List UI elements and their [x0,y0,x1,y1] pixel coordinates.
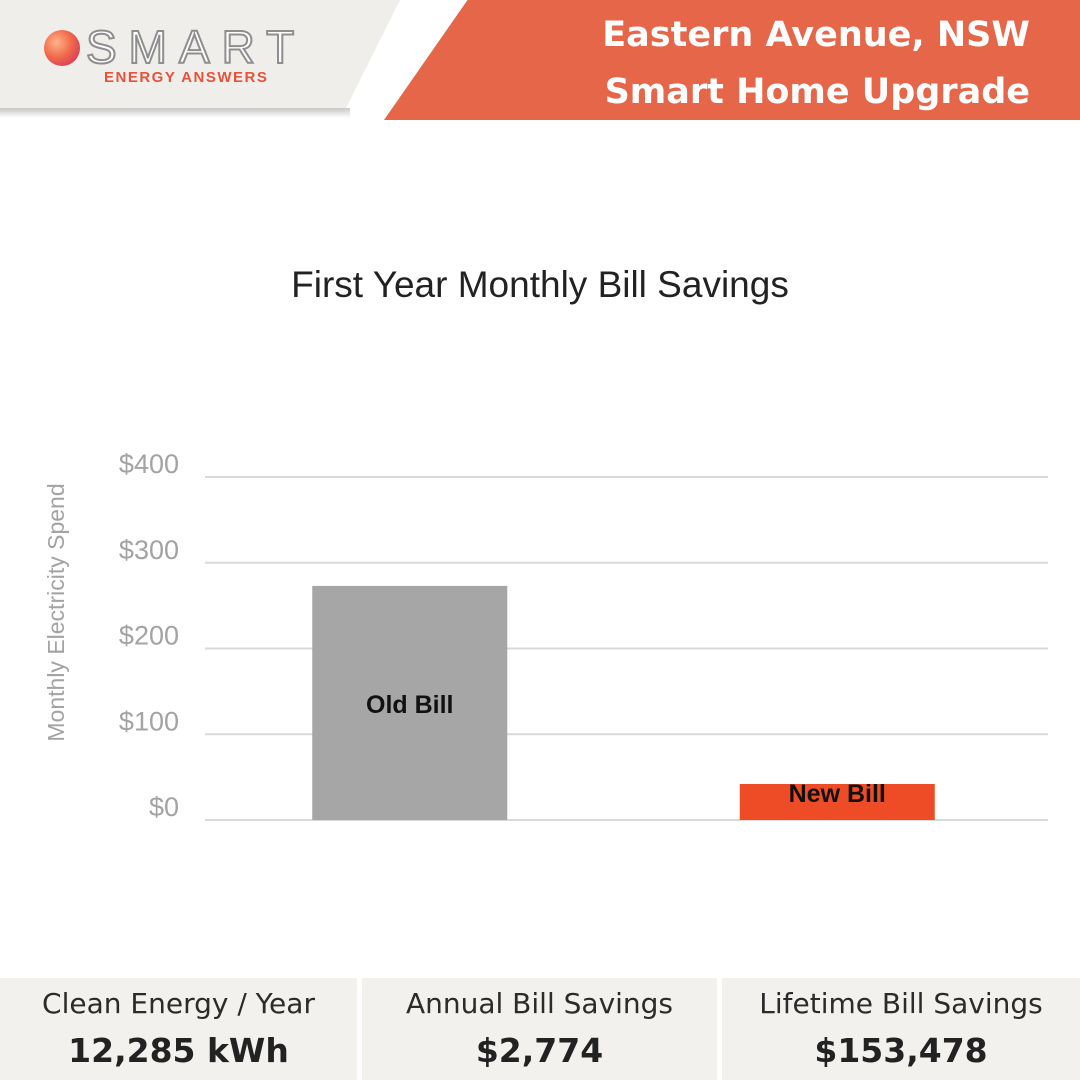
bar-new-bill [739,783,935,820]
bar-label: Old Bill [366,691,454,719]
title-banner [384,0,1080,120]
y-tick-label: $400 [119,449,179,479]
logo-wordmark: SMART [85,21,307,73]
y-tick-label: $200 [119,621,179,651]
y-tick-label: $300 [119,535,179,565]
logo-orb-icon [44,30,80,66]
stat-value: 12,285 kWh [68,1031,289,1070]
bar-old-bill [312,585,508,820]
stat-label: Lifetime Bill Savings [759,987,1043,1020]
project-title: Smart Home Upgrade [604,72,1030,112]
y-tick-label: $100 [119,706,179,736]
stat-annual-savings: Annual Bill Savings $2,774 [362,978,717,1080]
header: SMART ENERGY ANSWERS Eastern Avenue, NSW… [0,0,1080,125]
stat-value: $153,478 [814,1031,988,1070]
stat-lifetime-savings: Lifetime Bill Savings $153,478 [722,978,1080,1080]
chart-title: First Year Monthly Bill Savings [291,264,789,305]
y-tick-label: $0 [149,792,179,822]
stat-label: Clean Energy / Year [42,987,315,1020]
y-axis-label: Monthly Electricity Spend [43,483,69,741]
stat-value: $2,774 [475,1031,604,1070]
bill-savings-chart: $0 $100 $200 $300 $400 Monthly Electricity Sp… [43,449,1048,822]
stat-label: Annual Bill Savings [405,987,674,1020]
bar-label: New Bill [789,780,886,808]
stat-clean-energy: Clean Energy / Year 12,285 kWh [0,978,357,1080]
logo-panel-shadow [0,108,350,118]
logo-tagline: ENERGY ANSWERS [104,69,269,86]
location-title: Eastern Avenue, NSW [602,15,1030,55]
